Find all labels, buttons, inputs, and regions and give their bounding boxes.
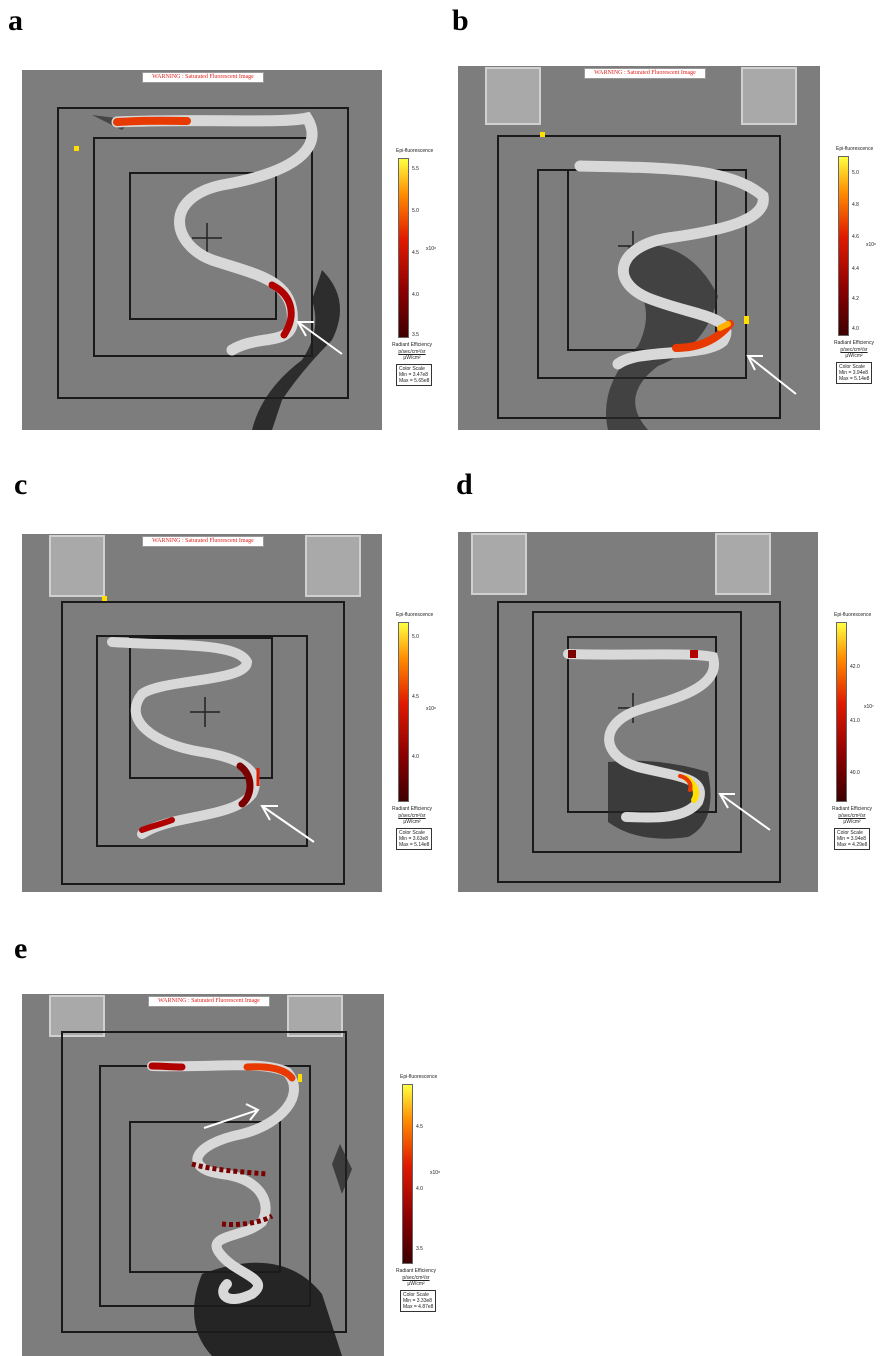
color-scale-label: Color Scale — [403, 1292, 429, 1298]
saturation-warning-c: WARNING : Saturated Fluorescent Image — [142, 536, 264, 547]
legend-title: Epi-fluorescence — [396, 148, 434, 154]
units-top: p/sec/cm²/sr — [398, 813, 426, 819]
tick-label: 41.0 — [850, 718, 860, 724]
scale-min: Min = 3.94e8 — [837, 836, 867, 842]
tick-label: 4.0 — [412, 754, 419, 760]
scale-max: Max = 4.87e8 — [403, 1304, 434, 1310]
tick-label: 40.0 — [850, 770, 860, 776]
multiplier-label: x10⁸ — [430, 1170, 441, 1176]
units-bottom: μW/cm² — [845, 353, 863, 359]
tick-label: 5.0 — [412, 634, 419, 640]
tick-label: 3.5 — [416, 1246, 423, 1252]
color-bar — [836, 622, 847, 802]
color-legend-a: Epi-fluorescence 5.5 5.0 4.5 4.0 3.5 x10… — [392, 148, 456, 398]
fluorescence-image-d — [458, 532, 818, 892]
panel-letter-a: a — [8, 4, 23, 37]
color-legend-d: Epi-fluorescence 42.0 41.0 40.0 x10⁷ Rad… — [832, 612, 880, 862]
color-legend-e: Epi-fluorescence 4.5 4.0 3.5 x10⁸ Radian… — [396, 1074, 460, 1324]
scale-max: Max = 5.65e8 — [399, 378, 430, 384]
tick-label: 4.2 — [852, 296, 859, 302]
panel-letter-b: b — [452, 4, 469, 37]
tick-label: 4.0 — [412, 292, 419, 298]
color-bar — [402, 1084, 413, 1264]
units-title: Radiant Efficiency — [396, 1268, 436, 1274]
panel-letter-d: d — [456, 468, 473, 501]
scale-min: Min = 3.47e8 — [399, 372, 429, 378]
tick-label: 5.5 — [412, 166, 419, 172]
multiplier-label: x10⁸ — [866, 242, 877, 248]
tick-label: 4.4 — [852, 266, 859, 272]
units-bottom: μW/cm² — [403, 355, 421, 361]
units-title: Radiant Efficiency — [832, 806, 872, 812]
color-scale-label: Color Scale — [839, 364, 865, 370]
color-scale-label: Color Scale — [399, 366, 425, 372]
units-title: Radiant Efficiency — [392, 342, 432, 348]
multiplier-label: x10⁸ — [426, 706, 437, 712]
color-bar — [398, 158, 409, 338]
scale-max: Max = 5.14e8 — [839, 376, 870, 382]
units-top: p/sec/cm²/sr — [838, 813, 866, 819]
fluorescence-image-c: WARNING : Saturated Fluorescent Image — [22, 534, 382, 892]
multiplier-label: x10⁷ — [864, 704, 874, 710]
tick-label: 4.6 — [852, 234, 859, 240]
units-bottom: μW/cm² — [407, 1281, 425, 1287]
scale-min: Min = 3.63e8 — [399, 836, 429, 842]
panel-letter-c: c — [14, 468, 28, 501]
tick-label: 42.0 — [850, 664, 860, 670]
tick-label: 4.0 — [416, 1186, 423, 1192]
tick-label: 4.5 — [416, 1124, 423, 1130]
color-bar — [398, 622, 409, 802]
tick-label: 5.0 — [852, 170, 859, 176]
saturation-warning-a: WARNING : Saturated Fluorescent Image — [142, 72, 264, 83]
color-scale-label: Color Scale — [399, 830, 425, 836]
color-scale-box: Color Scale Min = 3.33e8 Max = 4.87e8 — [400, 1290, 437, 1312]
multiplier-label: x10⁸ — [426, 246, 437, 252]
scale-max: Max = 4.29e8 — [837, 842, 868, 848]
tick-label: 4.5 — [412, 694, 419, 700]
units-bottom: μW/cm² — [403, 819, 421, 825]
fluorescence-image-a: WARNING : Saturated Fluorescent Image — [22, 70, 382, 430]
color-scale-box: Color Scale Min = 3.94e8 Max = 5.14e8 — [836, 362, 873, 384]
legend-title: Epi-fluorescence — [400, 1074, 438, 1080]
units-top: p/sec/cm²/sr — [840, 347, 868, 353]
tick-label: 4.5 — [412, 250, 419, 256]
units-top: p/sec/cm²/sr — [402, 1275, 430, 1281]
color-bar — [838, 156, 849, 336]
color-scale-label: Color Scale — [837, 830, 863, 836]
units-title: Radiant Efficiency — [834, 340, 874, 346]
legend-title: Epi-fluorescence — [836, 146, 874, 152]
color-legend-b: Epi-fluorescence 5.0 4.8 4.6 4.4 4.2 4.0… — [834, 146, 880, 396]
legend-title: Epi-fluorescence — [834, 612, 872, 618]
fluorescence-image-b: WARNING : Saturated Fluorescent Image — [458, 66, 820, 430]
units-top: p/sec/cm²/sr — [398, 349, 426, 355]
tick-label: 4.0 — [852, 326, 859, 332]
fluorescence-image-e: WARNING : Saturated Fluorescent Image — [22, 994, 384, 1356]
color-scale-box: Color Scale Min = 3.47e8 Max = 5.65e8 — [396, 364, 433, 386]
tick-label: 4.8 — [852, 202, 859, 208]
tick-label: 3.5 — [412, 332, 419, 338]
scale-min: Min = 3.33e8 — [403, 1298, 433, 1304]
saturation-warning-e: WARNING : Saturated Fluorescent Image — [148, 996, 270, 1007]
color-scale-box: Color Scale Min = 3.63e8 Max = 5.14e8 — [396, 828, 433, 850]
units-bottom: μW/cm² — [843, 819, 861, 825]
tick-label: 5.0 — [412, 208, 419, 214]
color-legend-c: Epi-fluorescence 5.0 4.5 4.0 x10⁸ Radian… — [392, 612, 456, 862]
legend-title: Epi-fluorescence — [396, 612, 434, 618]
scale-min: Min = 3.94e8 — [839, 370, 869, 376]
saturation-warning-b: WARNING : Saturated Fluorescent Image — [584, 68, 706, 79]
color-scale-box: Color Scale Min = 3.94e8 Max = 4.29e8 — [834, 828, 871, 850]
scale-max: Max = 5.14e8 — [399, 842, 430, 848]
units-title: Radiant Efficiency — [392, 806, 432, 812]
panel-letter-e: e — [14, 932, 28, 965]
